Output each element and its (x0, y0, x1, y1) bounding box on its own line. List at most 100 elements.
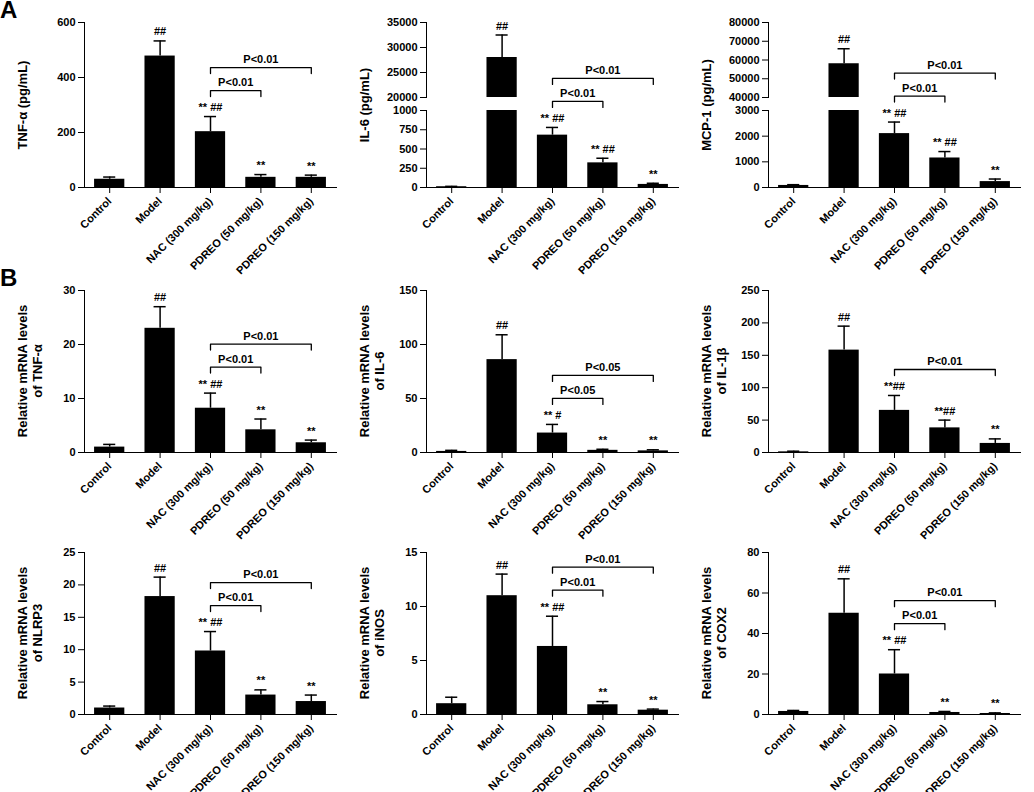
svg-text:Model: Model (133, 460, 164, 491)
svg-text:Control: Control (77, 460, 113, 496)
svg-text:**##: **## (884, 380, 905, 392)
svg-text:PDREO (150 mg/kg): PDREO (150 mg/kg) (918, 195, 1000, 277)
svg-text:35000: 35000 (387, 16, 418, 28)
svg-text:** #: ** # (544, 409, 562, 421)
svg-text:P<0.01: P<0.01 (243, 53, 278, 65)
svg-text:Model: Model (817, 460, 848, 491)
svg-text:250: 250 (399, 162, 417, 174)
svg-text:**: ** (649, 694, 658, 706)
svg-text:20: 20 (63, 338, 75, 350)
svg-text:0: 0 (411, 181, 417, 193)
svg-text:##: ## (838, 33, 850, 45)
svg-text:##: ## (496, 319, 508, 331)
svg-text:##: ## (154, 291, 166, 303)
svg-text:0: 0 (69, 708, 75, 720)
svg-text:Control: Control (419, 722, 455, 758)
svg-text:500: 500 (399, 143, 417, 155)
svg-text:##: ## (496, 20, 508, 32)
svg-text:Model: Model (817, 195, 848, 226)
svg-text:Model: Model (475, 722, 506, 753)
svg-text:0: 0 (69, 181, 75, 193)
svg-text:30: 30 (63, 284, 75, 296)
svg-text:** ##: ** ## (541, 601, 565, 613)
svg-text:**: ** (257, 159, 266, 171)
svg-text:**: ** (991, 423, 1000, 435)
svg-text:3000: 3000 (735, 104, 759, 116)
svg-text:**: ** (991, 697, 1000, 709)
svg-text:200: 200 (57, 126, 75, 138)
svg-text:##: ## (838, 563, 850, 575)
svg-text:100: 100 (741, 381, 759, 393)
svg-text:** ##: ** ## (591, 143, 615, 155)
svg-text:10: 10 (405, 600, 417, 612)
svg-text:**: ** (599, 434, 608, 446)
svg-text:60: 60 (747, 587, 759, 599)
svg-text:0: 0 (753, 446, 759, 458)
svg-text:Model: Model (475, 460, 506, 491)
svg-text:20000: 20000 (387, 91, 418, 103)
svg-text:Model: Model (133, 722, 164, 753)
svg-text:** ##: ** ## (199, 378, 223, 390)
svg-text:Control: Control (761, 195, 797, 231)
svg-text:PDREO (150 mg/kg): PDREO (150 mg/kg) (234, 195, 316, 277)
svg-text:40: 40 (747, 627, 759, 639)
svg-text:60000: 60000 (729, 54, 760, 66)
svg-text:P<0.01: P<0.01 (902, 609, 937, 621)
svg-text:25: 25 (63, 546, 75, 558)
svg-text:25000: 25000 (387, 66, 418, 78)
svg-text:**: ** (649, 434, 658, 446)
svg-text:**: ** (307, 680, 316, 692)
svg-text:50: 50 (747, 414, 759, 426)
svg-text:Model: Model (817, 722, 848, 753)
svg-text:P<0.01: P<0.01 (560, 87, 595, 99)
svg-text:**: ** (257, 404, 266, 416)
svg-text:**##: **## (935, 405, 956, 417)
svg-text:0: 0 (753, 708, 759, 720)
svg-text:0: 0 (753, 181, 759, 193)
svg-text:**: ** (307, 425, 316, 437)
svg-text:70000: 70000 (729, 35, 760, 47)
svg-text:PDREO (150 mg/kg): PDREO (150 mg/kg) (234, 722, 316, 792)
svg-text:15: 15 (405, 546, 417, 558)
svg-text:##: ## (838, 311, 850, 323)
svg-text:30000: 30000 (387, 41, 418, 53)
svg-text:Control: Control (761, 722, 797, 758)
svg-text:Control: Control (419, 195, 455, 231)
svg-text:Control: Control (77, 722, 113, 758)
svg-text:PDREO (150 mg/kg): PDREO (150 mg/kg) (576, 195, 658, 277)
svg-text:0: 0 (411, 708, 417, 720)
svg-text:Control: Control (77, 195, 113, 231)
svg-text:P<0.01: P<0.01 (927, 586, 962, 598)
svg-text:P<0.01: P<0.01 (243, 568, 278, 580)
svg-text:80: 80 (747, 546, 759, 558)
svg-text:P<0.05: P<0.05 (585, 361, 620, 373)
svg-text:P<0.01: P<0.01 (585, 64, 620, 76)
svg-text:P<0.05: P<0.05 (560, 384, 595, 396)
svg-text:** ##: ** ## (883, 634, 907, 646)
svg-text:P<0.01: P<0.01 (218, 353, 253, 365)
svg-text:P<0.01: P<0.01 (218, 591, 253, 603)
svg-text:P<0.01: P<0.01 (560, 576, 595, 588)
svg-text:PDREO (150 mg/kg): PDREO (150 mg/kg) (576, 722, 658, 792)
svg-text:5: 5 (411, 654, 417, 666)
svg-text:Control: Control (761, 460, 797, 496)
svg-text:P<0.01: P<0.01 (927, 355, 962, 367)
svg-text:**: ** (599, 686, 608, 698)
svg-text:**: ** (307, 160, 316, 172)
svg-text:##: ## (496, 559, 508, 571)
svg-text:** ##: ** ## (199, 101, 223, 113)
svg-text:** ##: ** ## (541, 112, 565, 124)
svg-text:##: ## (154, 562, 166, 574)
svg-text:##: ## (154, 25, 166, 37)
svg-text:0: 0 (69, 446, 75, 458)
svg-text:5: 5 (69, 676, 75, 688)
svg-text:P<0.01: P<0.01 (902, 82, 937, 94)
svg-text:Model: Model (475, 195, 506, 226)
svg-text:1000: 1000 (393, 104, 417, 116)
svg-text:10: 10 (63, 392, 75, 404)
svg-text:PDREO (150 mg/kg): PDREO (150 mg/kg) (918, 460, 1000, 542)
svg-text:200: 200 (741, 316, 759, 328)
svg-text:**: ** (257, 674, 266, 686)
svg-text:1000: 1000 (735, 155, 759, 167)
svg-text:100: 100 (399, 338, 417, 350)
